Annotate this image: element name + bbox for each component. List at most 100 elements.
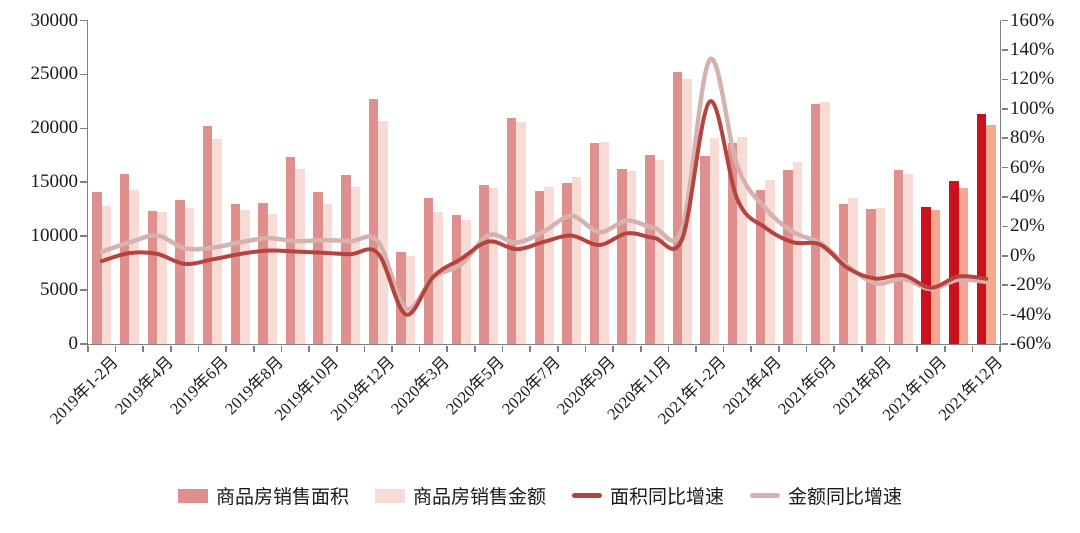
right-axis-tick — [1001, 254, 1008, 257]
x-axis-tick — [170, 345, 172, 352]
right-axis-tick — [1001, 313, 1008, 316]
legend-item-amount-bar: 商品房销售金额 — [374, 482, 546, 509]
area-bar — [313, 191, 323, 344]
x-axis-tick — [197, 345, 200, 352]
left-axis-tick — [80, 289, 87, 291]
x-axis-tick-label: 2021年4月 — [718, 352, 785, 419]
amount-bar — [654, 159, 665, 344]
x-axis-tick — [805, 345, 808, 352]
area-bar — [589, 143, 600, 344]
amount-bar — [599, 142, 609, 344]
legend-item-area-growth: 面积同比增速 — [572, 482, 724, 509]
left-axis-tick-label: 15000 — [30, 171, 79, 193]
amount-bar — [544, 186, 554, 344]
left-axis-line — [86, 19, 89, 346]
legend-item-amount-growth: 金额同比增速 — [750, 482, 902, 509]
x-axis-tick — [253, 345, 255, 352]
right-axis-tick-label: 100% — [1010, 97, 1055, 119]
right-axis-tick — [1001, 225, 1008, 228]
amount-bar — [212, 139, 222, 344]
chart-legend: 商品房销售面积 商品房销售金额 面积同比增速 金额同比增速 — [0, 482, 1080, 509]
amount-bar — [184, 208, 195, 344]
area-bar — [230, 203, 240, 344]
legend-label-amount-growth: 金额同比增速 — [788, 487, 903, 508]
amount-bar — [903, 173, 913, 344]
right-axis-tick-label: 80% — [1010, 127, 1045, 149]
x-axis-tick — [695, 345, 697, 352]
x-axis-tick — [667, 345, 670, 352]
x-axis-tick-label: 2019年4月 — [110, 352, 177, 419]
amount-bar — [516, 121, 526, 344]
x-axis-tick — [418, 345, 421, 352]
area-bar — [783, 170, 793, 344]
x-axis-tick — [280, 345, 283, 352]
x-axis-tick — [861, 345, 863, 352]
right-axis-tick-label: 160% — [1010, 9, 1055, 31]
area-bar — [562, 183, 572, 344]
amount-bar — [958, 187, 969, 344]
amount-bar — [848, 198, 858, 344]
right-axis-tick — [1001, 78, 1008, 81]
area-bar — [893, 170, 904, 344]
x-axis-line — [86, 343, 1002, 346]
amount-bar — [820, 102, 830, 344]
amount-bar — [129, 189, 139, 344]
right-axis-tick-label: 140% — [1010, 38, 1055, 60]
right-axis-tick — [1001, 19, 1008, 22]
amount-bar — [930, 210, 941, 344]
x-axis-tick — [391, 345, 393, 352]
amount-bar — [709, 138, 720, 344]
area-bar — [451, 214, 462, 344]
area-bar — [341, 174, 351, 344]
left-axis-tick — [80, 181, 87, 184]
amount-bar — [488, 187, 499, 344]
x-axis-tick — [114, 345, 117, 352]
x-axis-tick — [142, 345, 145, 352]
legend-label-amount-bar: 商品房销售金额 — [412, 487, 546, 508]
right-axis-tick — [1001, 284, 1008, 286]
amount-bar — [433, 212, 443, 344]
amount-bar — [986, 125, 996, 344]
amount-bar — [875, 208, 886, 344]
amount-bar — [322, 203, 333, 344]
right-axis-tick — [1001, 166, 1008, 169]
area-bar — [727, 143, 738, 344]
right-axis-tick — [1001, 107, 1008, 110]
amount-bar — [737, 136, 747, 344]
x-axis-tick — [833, 345, 835, 352]
x-axis-tick-label: 2019年6月 — [166, 352, 233, 419]
x-axis-tick — [308, 345, 310, 352]
amount-bar — [240, 210, 250, 344]
area-bar — [92, 191, 102, 344]
area-bar — [866, 209, 876, 344]
area-growth-line-swatch-icon — [572, 493, 602, 498]
area-bar — [700, 156, 710, 344]
amount-bar — [101, 205, 112, 344]
legend-label-area-bar: 商品房销售面积 — [215, 487, 349, 508]
area-bar — [175, 199, 185, 344]
amount-bar — [792, 161, 803, 344]
x-axis-tick — [999, 345, 1001, 352]
left-axis-tick-label: 0 — [68, 333, 79, 354]
amount-bar-swatch-icon — [374, 488, 405, 503]
right-axis-tick — [1001, 49, 1008, 51]
area-bar — [368, 99, 379, 344]
x-axis-tick — [778, 345, 780, 352]
area-bar — [921, 207, 931, 344]
amount-bar — [267, 213, 278, 344]
amount-bar — [682, 78, 692, 344]
area-bar-swatch-icon — [177, 488, 208, 503]
area-bar — [976, 114, 987, 344]
left-axis-tick-label: 5000 — [40, 279, 78, 301]
x-axis-tick-label: 2020年5月 — [442, 352, 509, 419]
area-bar — [258, 202, 268, 344]
x-axis-tick — [943, 345, 946, 352]
amount-bar — [461, 219, 471, 344]
x-axis-tick — [612, 345, 614, 352]
area-bar — [645, 155, 655, 344]
area-bar — [396, 252, 406, 344]
x-axis-tick — [971, 345, 974, 352]
area-bar — [672, 72, 683, 344]
x-axis-tick-label: 2021年6月 — [774, 352, 841, 419]
left-axis-tick — [80, 343, 87, 345]
